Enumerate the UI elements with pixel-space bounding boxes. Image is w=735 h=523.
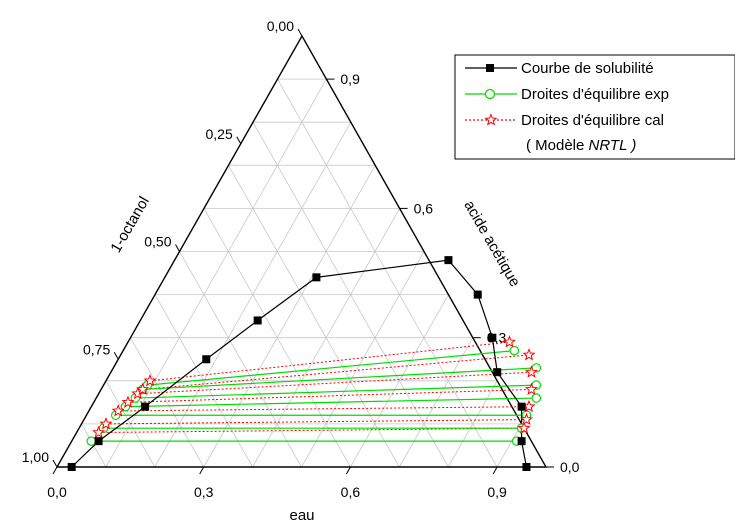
grid-line xyxy=(179,251,302,468)
series-layer xyxy=(67,256,542,471)
solubility-point xyxy=(94,437,103,446)
cal-tie-line xyxy=(98,427,525,434)
legend-label-exp: Droites d'équilibre exp xyxy=(521,86,669,103)
solubility-point xyxy=(312,273,321,282)
left-tick-label: 0,75 xyxy=(83,341,110,357)
bottom-tick xyxy=(492,466,498,475)
solubility-point xyxy=(488,333,497,342)
exp-tie-line xyxy=(125,397,537,408)
cal-tie-line xyxy=(118,406,529,412)
grid-line xyxy=(398,337,474,468)
cal-point xyxy=(111,404,125,417)
exp-point xyxy=(531,393,542,403)
solubility-point xyxy=(522,463,531,471)
solubility-point xyxy=(444,256,453,265)
bottom-tick-label: 0,0 xyxy=(47,484,67,500)
grid-line xyxy=(277,78,498,468)
right-tick-label: 0,9 xyxy=(340,71,360,87)
exp-point xyxy=(86,436,97,446)
right-tick-label: 0,6 xyxy=(414,200,434,216)
solubility-point xyxy=(517,437,526,446)
cal-point xyxy=(517,421,531,434)
cal-tie-line xyxy=(127,388,532,403)
cal-point xyxy=(121,395,135,408)
grid-line xyxy=(447,380,498,468)
grid-line xyxy=(496,423,522,468)
legend-model-note: ( Modèle NRTL ) xyxy=(526,137,636,154)
grid-line xyxy=(105,78,327,468)
bottom-tick-label: 0,9 xyxy=(487,484,507,500)
axis-ticks: 0,0 0,3 0,6 0,90,00,30,60,90,000,250,500,75… xyxy=(22,18,580,500)
cal-point xyxy=(519,412,534,426)
solubility-point xyxy=(493,368,502,377)
cal-point xyxy=(524,365,538,378)
right-tick-label: 0,0 xyxy=(560,459,580,475)
bottom-tick xyxy=(52,466,58,475)
grid-lines xyxy=(81,78,522,468)
cal-point xyxy=(143,373,157,387)
grid-line xyxy=(228,165,400,468)
left-tick xyxy=(175,244,180,252)
legend-marker-solubilite xyxy=(486,64,494,72)
left-tick-label: 0,00 xyxy=(267,18,294,34)
left-tick-label: 1,00 xyxy=(22,449,49,465)
solubility-point xyxy=(473,290,482,299)
left-tick-label: 0,50 xyxy=(144,234,171,250)
bottom-tick xyxy=(345,466,351,475)
solubility-point xyxy=(517,402,526,411)
exp-tie-line xyxy=(135,384,537,399)
legend-box xyxy=(454,54,735,160)
exp-tie-line xyxy=(147,350,515,386)
bottom-axis-title: eau xyxy=(289,507,314,523)
cal-tie-line xyxy=(149,341,510,382)
grid-line xyxy=(154,294,253,468)
cal-tie-line xyxy=(142,354,530,390)
left-tick xyxy=(236,136,242,144)
cal-point xyxy=(99,417,113,430)
grid-line xyxy=(130,337,205,468)
grid-line xyxy=(301,251,425,468)
solubility-point xyxy=(253,316,262,325)
cal-point xyxy=(92,425,106,439)
legend-label-cal: Droites d'équilibre cal xyxy=(521,112,664,129)
solubility-point xyxy=(141,402,150,411)
exp-point xyxy=(509,345,520,356)
left-tick-label: 0,25 xyxy=(206,126,233,142)
left-tick xyxy=(297,28,303,37)
bottom-tick-label: 0,3 xyxy=(194,484,214,500)
left-tick xyxy=(113,352,119,360)
cal-point xyxy=(522,348,536,361)
solubility-point xyxy=(202,355,211,364)
legend: Courbe de solubilité Droites d'équilibre… xyxy=(454,54,735,160)
legend-marker-exp xyxy=(484,88,496,100)
cal-point xyxy=(524,382,538,395)
cal-point xyxy=(502,335,516,348)
cal-point xyxy=(136,382,150,395)
right-axis-title: acide acétique xyxy=(460,198,523,290)
cal-tie-line xyxy=(137,371,532,395)
cal-tie-line xyxy=(105,419,527,425)
solubility-point xyxy=(67,463,76,471)
left-tick xyxy=(52,459,58,468)
exp-tie-line xyxy=(142,367,537,391)
bottom-tick xyxy=(199,466,205,475)
legend-label-solubilite: Courbe de solubilité xyxy=(521,60,654,77)
bottom-tick-label: 0,6 xyxy=(341,484,361,500)
grid-line xyxy=(203,165,376,468)
legend-marker-cal xyxy=(484,113,498,126)
grid-line xyxy=(350,294,449,468)
